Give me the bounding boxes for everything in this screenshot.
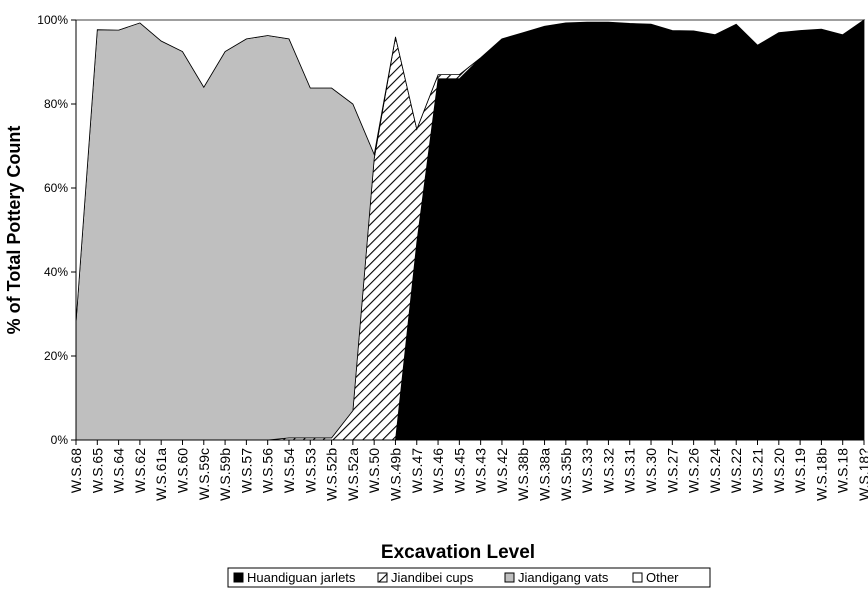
legend-swatch	[377, 572, 388, 583]
x-tick-label: W.S.18?	[856, 448, 868, 501]
x-tick-label: W.S.38a	[537, 448, 553, 501]
legend-label: Jiandigang vats	[518, 570, 609, 585]
x-tick-label: W.S.19	[792, 448, 808, 493]
y-tick-label: 0%	[51, 433, 69, 447]
x-tick-label: W.S.32	[600, 448, 616, 493]
x-tick-label: W.S.27	[664, 448, 680, 493]
x-tick-label: W.S.18	[835, 448, 851, 493]
x-tick-label: W.S.59c	[196, 448, 212, 500]
x-tick-label: W.S.33	[579, 448, 595, 493]
legend-swatch	[632, 572, 643, 583]
y-tick-label: 40%	[44, 265, 68, 279]
x-tick-label: W.S.50	[366, 448, 382, 493]
x-tick-label: W.S.26	[686, 448, 702, 493]
legend-label: Jiandibei cups	[391, 570, 474, 585]
x-tick-label: W.S.68	[68, 448, 84, 493]
x-tick-label: W.S.62	[132, 448, 148, 493]
legend-swatch	[504, 572, 515, 583]
x-tick-label: W.S.49b	[387, 448, 403, 501]
x-tick-label: W.S.56	[260, 448, 276, 493]
series-layer	[75, 19, 866, 441]
x-tick-label: W.S.54	[281, 448, 297, 493]
x-tick-label: W.S.31	[622, 448, 638, 493]
axes: 0% 20% 40% 60% 80% 100% W.S.68 W.S.65 W.S.64 W.S.…	[37, 13, 868, 501]
x-tick-label: W.S.52b	[324, 448, 340, 501]
x-tick-label: W.S.24	[707, 448, 723, 493]
x-tick-label: W.S.60	[174, 448, 190, 493]
x-tick-label: W.S.57	[238, 448, 254, 493]
y-tick-label: 100%	[37, 13, 68, 27]
y-tick-label: 20%	[44, 349, 68, 363]
y-tick-label: 60%	[44, 181, 68, 195]
legend-label: Huandiguan jarlets	[247, 570, 356, 585]
x-tick-label: W.S.30	[643, 448, 659, 493]
legend-swatch	[233, 572, 244, 583]
legend: Huandiguan jarlets Jiandibei cups Jiandiga…	[227, 567, 711, 588]
x-tick-label: W.S.61a	[153, 448, 169, 501]
x-tick-label: W.S.42	[494, 448, 510, 493]
x-tick-label: W.S.22	[728, 448, 744, 493]
x-tick-label: W.S.45	[451, 448, 467, 493]
x-tick-label: W.S.53	[302, 448, 318, 493]
x-tick-label: W.S.18b	[813, 448, 829, 501]
x-tick-label: W.S.46	[430, 448, 446, 493]
x-tick-label: W.S.65	[89, 448, 105, 493]
x-axis-title: Excavation Level	[381, 542, 535, 563]
legend-box	[227, 567, 711, 588]
x-tick-label: W.S.52a	[345, 448, 361, 501]
x-tick-label: W.S.21	[750, 448, 766, 493]
series-area-3	[75, 19, 866, 323]
y-tick-label: 80%	[44, 97, 68, 111]
y-axis-title: % of Total Pottery Count	[4, 126, 24, 335]
x-tick-label: W.S.20	[771, 448, 787, 493]
x-tick-label: W.S.47	[409, 448, 425, 493]
x-tick-label: W.S.43	[473, 448, 489, 493]
legend-label: Other	[646, 570, 679, 585]
x-tick-label: W.S.38b	[515, 448, 531, 501]
x-tick-label: W.S.64	[111, 448, 127, 493]
x-tick-label: W.S.35b	[558, 448, 574, 501]
x-tick-label: W.S.59b	[217, 448, 233, 501]
